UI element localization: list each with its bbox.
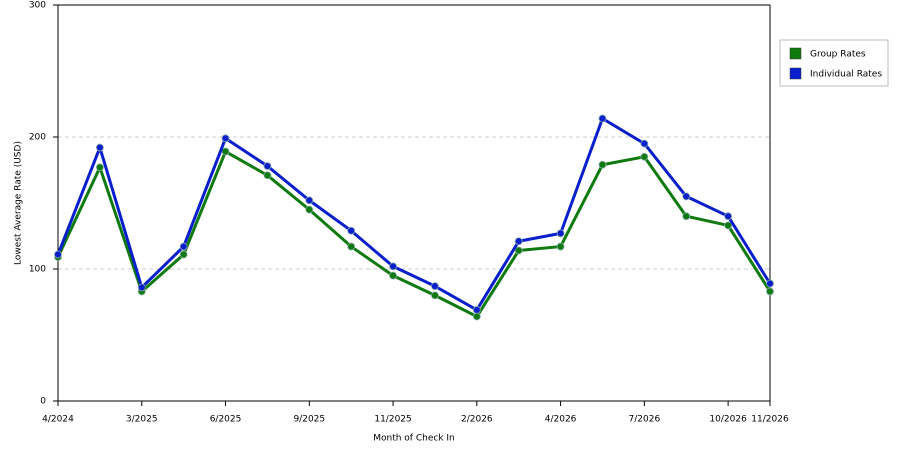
data-point (179, 242, 188, 251)
data-point (472, 306, 481, 314)
data-point (766, 279, 774, 288)
data-point (221, 147, 230, 156)
legend-swatch (789, 67, 802, 80)
y-tick-label: 100 (29, 265, 46, 275)
x-tick-label: 4/2024 (42, 415, 74, 425)
data-point (514, 237, 523, 246)
y-tick-label: 300 (29, 1, 46, 11)
x-tick-label: 11/2025 (374, 415, 411, 425)
data-point (305, 205, 314, 214)
x-tick-label: 2/2026 (461, 415, 493, 425)
data-point (347, 242, 356, 251)
data-point (682, 192, 691, 201)
legend-label: Group Rates (810, 50, 866, 60)
data-point (431, 291, 439, 300)
data-point (137, 283, 146, 292)
data-point (682, 212, 691, 221)
data-point (640, 152, 649, 161)
data-point (95, 143, 104, 152)
x-tick-label: 3/2025 (126, 415, 158, 425)
y-tick-label: 0 (40, 397, 46, 407)
plot-area (57, 4, 771, 402)
x-tick-label: 6/2025 (210, 415, 242, 425)
legend-swatch (789, 47, 802, 60)
data-point (95, 163, 104, 172)
data-point (263, 171, 272, 180)
data-point (305, 196, 314, 205)
data-point (263, 162, 272, 170)
data-point (472, 312, 481, 321)
data-point (431, 282, 439, 291)
x-tick-label: 4/2026 (545, 415, 577, 425)
x-tick-label: 7/2026 (629, 415, 661, 425)
data-point (389, 271, 397, 280)
data-point (724, 221, 733, 230)
data-point (347, 226, 356, 235)
series-line (56, 150, 772, 319)
data-point (221, 134, 230, 143)
data-point (556, 242, 565, 251)
y-axis-label: Lowest Average Rate (USD) (14, 141, 24, 265)
data-point (389, 262, 397, 271)
x-tick-label: 10/2026 (709, 415, 747, 425)
data-point (556, 229, 565, 238)
x-axis-label: Month of Check In (373, 434, 455, 444)
series-line (56, 117, 772, 312)
data-point (598, 114, 607, 123)
y-tick-label: 200 (29, 133, 46, 143)
x-tick-label: 9/2025 (293, 415, 325, 425)
data-point (179, 250, 188, 259)
data-point (724, 212, 733, 221)
data-point (598, 160, 607, 169)
data-point (54, 250, 62, 259)
data-point (766, 287, 774, 296)
legend-label: Individual Rates (810, 70, 882, 80)
x-tick-label: 11/2026 (751, 415, 789, 425)
data-point (640, 139, 649, 148)
data-point (514, 246, 523, 255)
